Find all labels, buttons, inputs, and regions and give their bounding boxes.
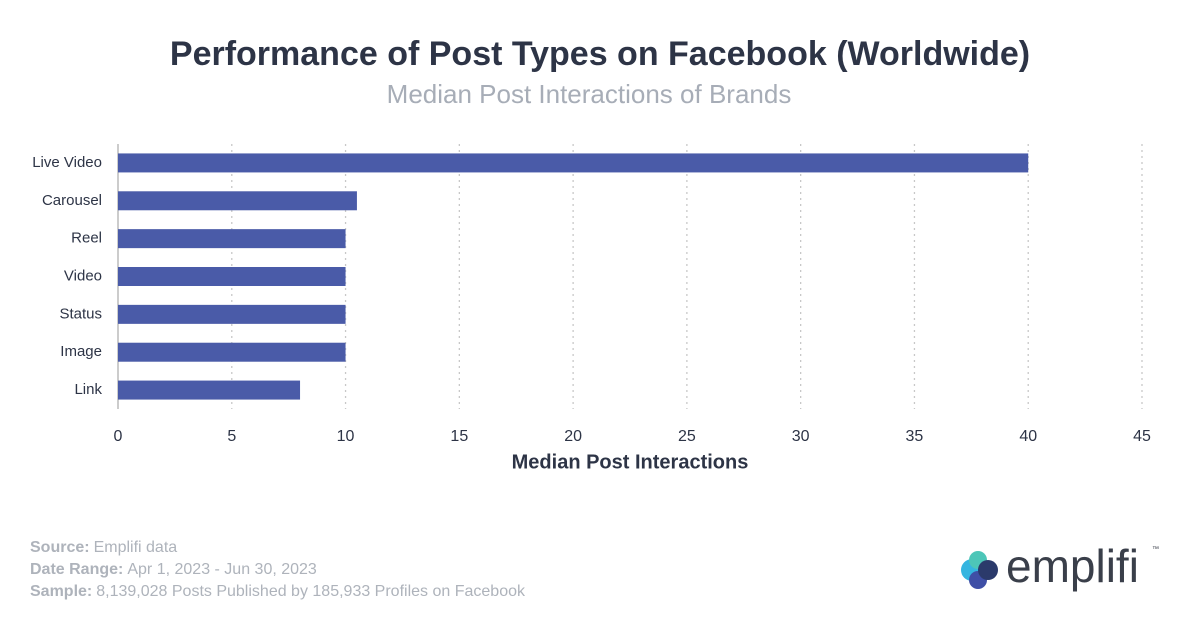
x-tick-label: 10: [337, 428, 355, 445]
bar: [118, 229, 346, 249]
footer-line: Source: Emplifi data: [30, 539, 177, 556]
logo-text: emplifi: [1006, 540, 1139, 592]
x-axis-label: Median Post Interactions: [512, 451, 749, 473]
y-tick-label: Live Video: [32, 154, 102, 171]
footer-text: Emplifi data: [94, 539, 178, 556]
x-tick-label: 25: [678, 428, 696, 445]
y-tick-label: Carousel: [42, 192, 102, 209]
chart-title: Performance of Post Types on Facebook (W…: [170, 35, 1030, 73]
x-tick-label: 20: [564, 428, 582, 445]
x-tick-label: 35: [906, 428, 924, 445]
bar: [118, 267, 346, 286]
x-tick-label: 5: [227, 428, 236, 445]
logo-trademark: ™: [1152, 546, 1159, 553]
bar: [118, 380, 301, 400]
y-tick-label: Video: [64, 267, 102, 284]
x-tick-label: 0: [114, 428, 123, 445]
footer-label: Date Range:: [30, 561, 123, 578]
y-tick-label: Status: [59, 305, 102, 322]
y-tick-label: Link: [74, 381, 102, 398]
x-tick-label: 15: [450, 428, 468, 445]
bar: [118, 342, 346, 362]
footer-text: Apr 1, 2023 - Jun 30, 2023: [127, 561, 317, 578]
logo: emplifi ™: [961, 540, 1159, 592]
y-tick-label: Reel: [71, 230, 102, 247]
footer-line: Date Range: Apr 1, 2023 - Jun 30, 2023: [30, 561, 317, 578]
footer-label: Source:: [30, 539, 90, 556]
bar: [118, 304, 346, 324]
footer-label: Sample:: [30, 583, 92, 600]
x-tick-label: 30: [792, 428, 810, 445]
chart-subtitle: Median Post Interactions of Brands: [387, 79, 792, 109]
footer-text: 8,139,028 Posts Published by 185,933 Pro…: [96, 583, 526, 600]
bar: [118, 191, 357, 211]
footer-line: Sample: 8,139,028 Posts Published by 185,…: [30, 583, 526, 600]
bar: [118, 153, 1029, 173]
x-tick-label: 45: [1133, 428, 1151, 445]
y-tick-label: Image: [60, 343, 102, 360]
logo-icon: [978, 560, 998, 580]
x-tick-label: 40: [1019, 428, 1037, 445]
